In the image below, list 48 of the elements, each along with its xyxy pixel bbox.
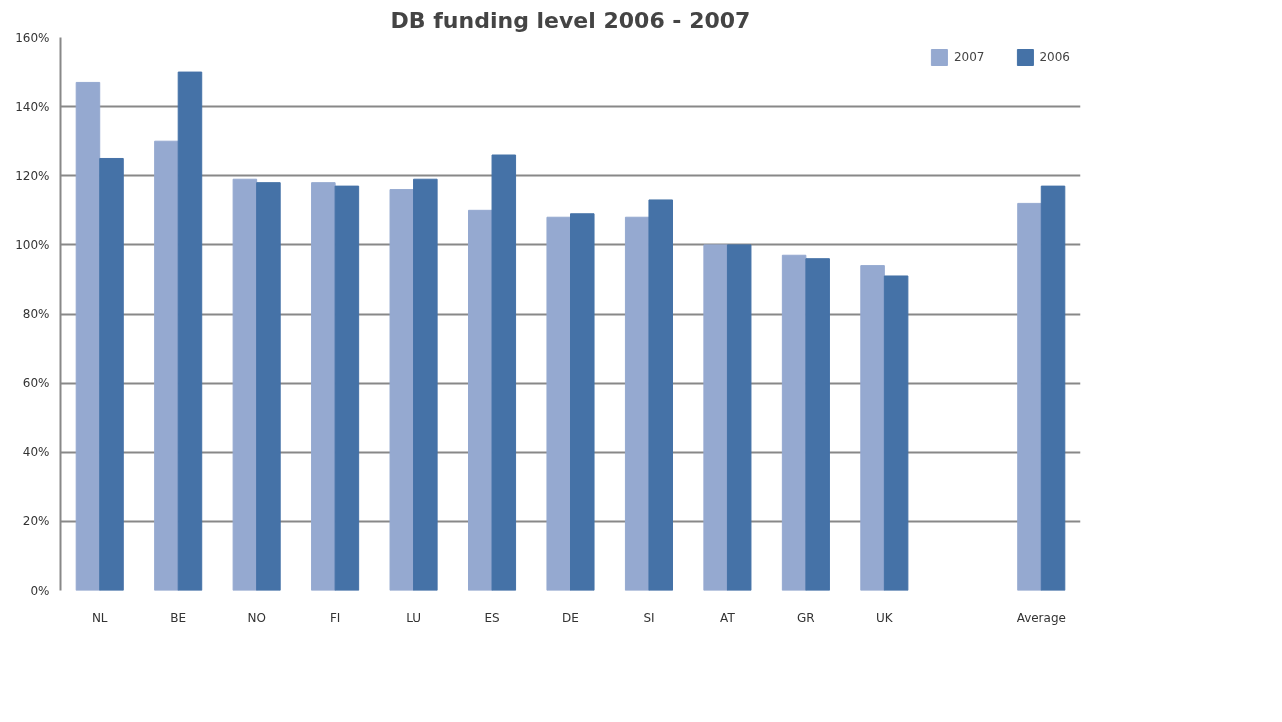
bar bbox=[75, 81, 101, 591]
bar bbox=[805, 258, 830, 591]
y-tick-label: 140% bbox=[15, 99, 50, 114]
bar bbox=[570, 213, 595, 591]
chart-title: DB funding level 2006 - 2007 bbox=[390, 7, 751, 33]
bar bbox=[256, 182, 281, 591]
bar bbox=[703, 244, 728, 591]
x-tick-label: GR bbox=[797, 610, 815, 625]
x-tick-label: DE bbox=[562, 610, 579, 625]
bar bbox=[413, 178, 438, 591]
bar bbox=[491, 154, 517, 591]
bar bbox=[232, 178, 258, 591]
bar bbox=[624, 216, 650, 591]
x-tick-label: NO bbox=[247, 610, 266, 625]
x-tick-label: LU bbox=[406, 610, 422, 625]
y-tick-label: 100% bbox=[15, 237, 50, 252]
bar bbox=[334, 185, 360, 591]
bar bbox=[99, 157, 124, 591]
y-tick-label: 120% bbox=[15, 168, 50, 183]
bar bbox=[546, 216, 571, 591]
x-tick-label: SI bbox=[643, 610, 655, 625]
x-tick-label: NL bbox=[91, 610, 108, 625]
x-tick-label: ES bbox=[484, 610, 500, 625]
x-tick-label: Average bbox=[1016, 610, 1066, 625]
y-tick-label: 0% bbox=[30, 583, 50, 598]
legend-label: 2007 bbox=[953, 50, 985, 64]
bar bbox=[311, 182, 336, 591]
bar bbox=[389, 189, 415, 591]
bar bbox=[1040, 185, 1066, 591]
x-tick-label: FI bbox=[329, 610, 341, 625]
x-tick-label: AT bbox=[720, 610, 736, 625]
y-tick-label: 60% bbox=[22, 376, 50, 391]
y-tick-label: 40% bbox=[22, 445, 50, 460]
bar bbox=[883, 275, 909, 591]
y-tick-label: 80% bbox=[22, 307, 50, 321]
y-tick-label: 20% bbox=[22, 514, 50, 529]
bar bbox=[781, 254, 807, 591]
bar bbox=[860, 265, 885, 591]
bar bbox=[154, 140, 179, 591]
legend-label: 2006 bbox=[1039, 50, 1070, 64]
bar bbox=[468, 209, 493, 591]
bar bbox=[177, 71, 203, 591]
x-tick-label: BE bbox=[170, 610, 187, 625]
bar bbox=[726, 244, 752, 591]
bar bbox=[648, 199, 673, 591]
y-tick-label: 160% bbox=[15, 30, 50, 45]
bar bbox=[1017, 202, 1042, 591]
x-tick-label: UK bbox=[876, 610, 894, 625]
